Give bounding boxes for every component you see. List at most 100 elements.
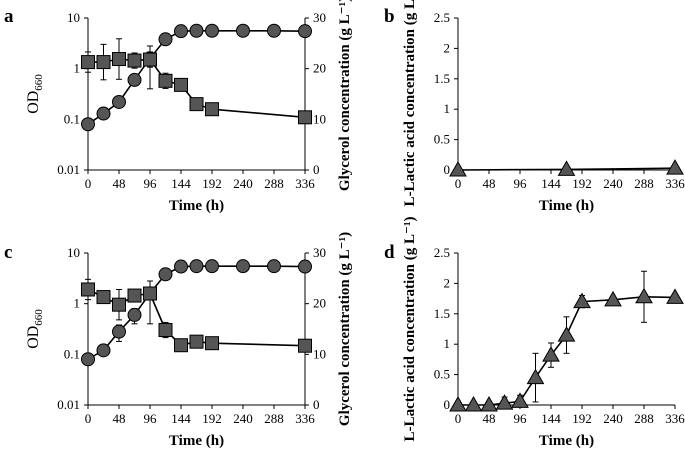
y2-tick-label: 0 — [313, 162, 320, 177]
y-tick-label: 2 — [444, 275, 451, 290]
x-tick-label: 0 — [85, 176, 92, 191]
series-line — [87, 288, 306, 347]
panel-d: d 0 48 96 144 192 240 288 336 0 0.5 1 1.5 2 2.5 Time (h… — [384, 217, 685, 449]
y-axis-label: OD660 — [25, 74, 45, 114]
data-point-circle — [127, 72, 142, 87]
x-axis-label: Time (h) — [169, 198, 224, 214]
x-tick-label: 240 — [603, 411, 623, 426]
y-axis-label: OD660 — [25, 309, 45, 349]
data-point-circle — [158, 267, 173, 282]
data-point-circle — [112, 94, 126, 109]
data-point-circle — [189, 23, 204, 38]
y-tick-label: 0.1 — [64, 111, 80, 126]
series-line — [88, 58, 306, 119]
data-point-square — [96, 55, 111, 70]
data-point-circle — [205, 259, 219, 274]
x-axis-label: Time (h) — [539, 198, 594, 214]
data-point-square — [127, 288, 142, 303]
x-tick-label: 0 — [85, 411, 92, 426]
panel-c: c 0 48 96 144 192 240 288 336 0.01 0.1 1 10 0 10 20 30 Ti… — [4, 232, 353, 449]
x-tick-label: 240 — [603, 176, 623, 191]
data-point-triangle — [511, 392, 529, 408]
x-tick-label: 288 — [634, 411, 654, 426]
data-point-square — [205, 102, 219, 117]
y-tick-label: 0.1 — [64, 346, 80, 361]
data-point-triangle — [542, 346, 560, 362]
x-tick-label: 240 — [233, 176, 253, 191]
y2-axis-label: Glycerol concentration (g L⁻¹) — [337, 232, 353, 426]
y-tick-label: 10 — [67, 10, 80, 25]
x-tick-label: 192 — [572, 176, 592, 191]
data-point-square — [81, 55, 95, 70]
data-point-triangle — [449, 395, 467, 412]
data-point-square — [143, 52, 157, 67]
data-point-triangle — [604, 290, 622, 307]
data-point-square — [158, 323, 173, 338]
data-point-square — [112, 52, 126, 67]
data-point-square — [127, 53, 142, 68]
x-tick-label: 144 — [541, 411, 561, 426]
x-tick-label: 192 — [572, 411, 592, 426]
y-axis-label-sub: 660 — [33, 74, 45, 91]
y-tick-label: 2.5 — [434, 10, 450, 25]
data-point-square — [143, 286, 157, 301]
y-axis-label-main: OD — [25, 91, 42, 114]
y-axis-label-main: OD — [25, 326, 42, 349]
y2-tick-label: 0 — [313, 397, 320, 412]
data-point-triangle — [449, 160, 467, 177]
data-point-triangle — [573, 292, 591, 309]
y-tick-label: 0.5 — [434, 367, 450, 382]
x-tick-label: 48 — [113, 411, 126, 426]
y-tick-label: 0.01 — [57, 397, 80, 412]
x-tick-label: 96 — [144, 411, 158, 426]
data-point-triangle — [666, 159, 684, 175]
x-tick-label: 0 — [455, 176, 462, 191]
data-point-square — [174, 77, 188, 92]
data-point-square — [112, 297, 126, 312]
panel-tag-b: b — [384, 6, 395, 27]
y2-tick-label: 30 — [313, 10, 326, 25]
data-point-square — [96, 290, 111, 305]
x-tick-label: 144 — [171, 411, 191, 426]
y-tick-label: 0.01 — [57, 162, 80, 177]
x-tick-label: 192 — [202, 176, 222, 191]
x-axis-label: Time (h) — [539, 433, 594, 449]
y2-tick-label: 10 — [313, 346, 326, 361]
panel-b: b 0 48 96 144 192 240 288 336 0 0.5 1 1.5 2 2.5 Time (h… — [384, 0, 685, 214]
series-glycerol — [81, 38, 312, 125]
y-tick-label: 1.5 — [434, 71, 450, 86]
x-tick-label: 96 — [514, 176, 528, 191]
x-tick-label: 0 — [455, 411, 462, 426]
data-point-circle — [267, 259, 281, 274]
data-point-circle — [81, 117, 95, 132]
data-point-triangle — [635, 287, 653, 304]
y-tick-label: 2.5 — [434, 245, 450, 260]
y-tick-label: 2 — [444, 40, 451, 55]
data-point-square — [189, 334, 204, 349]
x-tick-label: 96 — [144, 176, 158, 191]
data-point-circle — [81, 352, 95, 367]
data-point-circle — [96, 106, 111, 121]
data-point-circle — [158, 32, 173, 47]
y-tick-label: 10 — [67, 245, 80, 260]
x-tick-label: 336 — [665, 176, 685, 191]
panel-a: a 0 48 96 144 192 240 288 336 0.01 0.1 1 10 0 10 20 30 Ti… — [4, 0, 353, 214]
data-point-circle — [205, 23, 219, 38]
x-tick-label: 48 — [483, 176, 496, 191]
data-point-circle — [236, 23, 250, 38]
data-point-square — [158, 73, 173, 88]
y2-tick-label: 20 — [313, 61, 326, 76]
data-point-square — [189, 97, 204, 112]
y2-tick-label: 10 — [313, 111, 326, 126]
data-point-square — [298, 110, 312, 125]
x-tick-label: 240 — [233, 411, 253, 426]
series-glycerol — [81, 278, 312, 353]
data-point-triangle — [557, 326, 576, 342]
data-point-circle — [127, 307, 142, 322]
data-point-circle — [189, 259, 204, 274]
y-tick-label: 0 — [444, 397, 451, 412]
y-tick-label: 1 — [74, 296, 81, 311]
data-point-circle — [267, 23, 281, 38]
data-point-square — [205, 336, 219, 351]
data-point-circle — [236, 259, 250, 274]
